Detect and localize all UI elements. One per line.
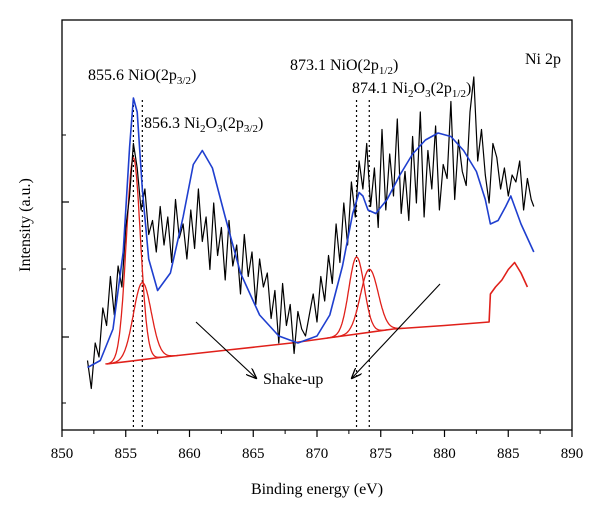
envelope-fit-line <box>87 97 535 369</box>
x-tick-label: 865 <box>242 446 265 462</box>
background-line <box>106 261 529 365</box>
raw-data-line <box>86 76 535 390</box>
x-axis-title: Binding energy (eV) <box>251 481 383 498</box>
component-peak <box>105 156 162 365</box>
annotation-ni2o3-2p3-2: 856.3 Ni2O3(2p3/2) <box>144 115 263 135</box>
x-tick-label: 890 <box>561 446 584 462</box>
shake-up-label: Shake-up <box>263 371 323 388</box>
x-tick-label: 885 <box>497 446 520 462</box>
component-peak <box>325 256 388 339</box>
x-tick-label: 850 <box>51 446 74 462</box>
annotation-nio-2p1-2: 873.1 NiO(2p1/2) <box>290 57 398 77</box>
shake-up-arrow-left <box>195 321 256 378</box>
x-tick-label: 870 <box>306 446 329 462</box>
x-tick-label: 855 <box>115 446 138 462</box>
panel-label: Ni 2p <box>525 51 561 68</box>
component-peak <box>106 281 179 365</box>
x-tick-label: 880 <box>433 446 456 462</box>
shake-up-arrow-right <box>352 283 441 378</box>
annotation-ni2o3-2p1-2: 874.1 Ni2O3(2p1/2) <box>352 80 471 100</box>
y-axis-title: Intensity (a.u.) <box>17 178 34 272</box>
y-ticks <box>62 134 69 404</box>
series-layer <box>86 76 535 390</box>
x-tick-label: 860 <box>178 446 201 462</box>
x-ticks: 850 855 860 865 870 875 880 885 890 <box>51 430 584 462</box>
x-tick-label: 875 <box>370 446 393 462</box>
component-peak <box>333 268 405 338</box>
annotation-nio-2p3-2: 855.6 NiO(2p3/2) <box>88 67 196 87</box>
